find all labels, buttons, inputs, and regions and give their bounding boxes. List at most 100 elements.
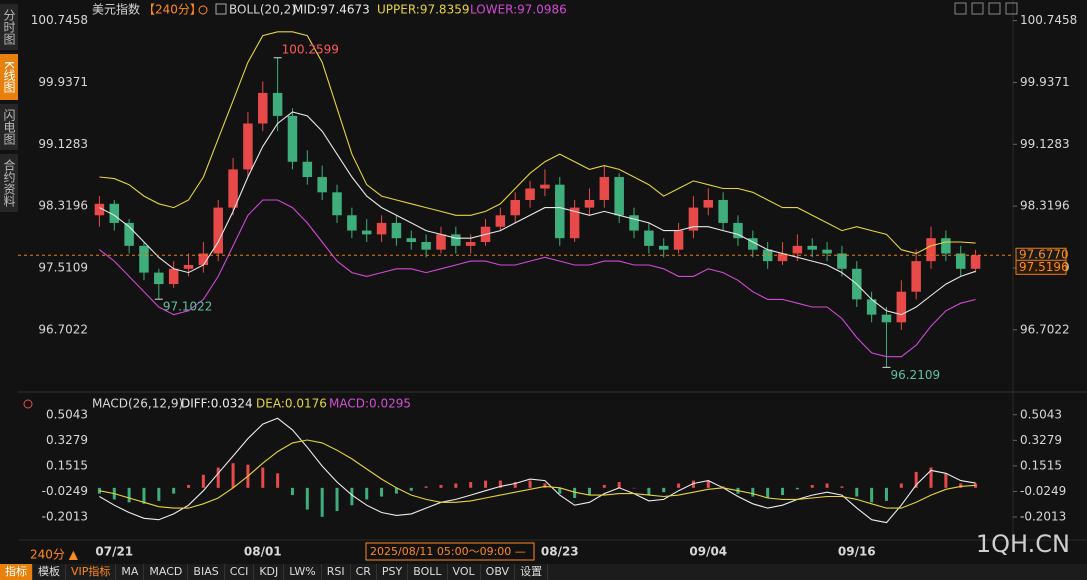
- candle-body: [451, 234, 461, 246]
- toolbar-button[interactable]: BOLL: [408, 564, 448, 580]
- candle-body: [406, 238, 417, 243]
- macd-bar: [320, 487, 324, 517]
- candle-body: [629, 215, 639, 231]
- candle-body: [109, 203, 120, 223]
- macd-bar: [677, 483, 681, 488]
- macd-bar: [469, 482, 473, 488]
- candle-body: [465, 242, 476, 246]
- y-tick-label: -0.0249: [42, 484, 88, 498]
- macd-bar: [899, 483, 903, 488]
- macd-bar: [187, 484, 191, 488]
- macd-line: [99, 417, 976, 524]
- y-tick-label: 96.7022: [1020, 322, 1070, 336]
- annotation-label: 100.2599: [282, 42, 339, 56]
- candle-body: [762, 249, 773, 262]
- control-button[interactable]: [988, 2, 1001, 15]
- toolbar-button[interactable]: 指标: [0, 564, 33, 580]
- macd-bar: [513, 482, 517, 488]
- toolbar-button[interactable]: 设置: [515, 564, 549, 580]
- toolbar-button[interactable]: RSI: [322, 564, 351, 580]
- toolbar-button[interactable]: KDJ: [254, 564, 285, 580]
- toolbar-button[interactable]: CCI: [225, 564, 255, 580]
- macd-bar: [484, 480, 488, 488]
- control-button[interactable]: [1005, 2, 1018, 15]
- candle-body: [332, 192, 342, 216]
- candle-body: [569, 207, 580, 239]
- macd-bar: [543, 483, 547, 488]
- legend-entry: LOWER:97.0986: [470, 3, 567, 17]
- legend-entry: MACD:0.0295: [329, 397, 411, 411]
- macd-bar: [172, 487, 176, 494]
- y-tick-label: 96.7022: [38, 322, 88, 336]
- toolbar-button[interactable]: MACD: [144, 564, 189, 580]
- boll-line: [99, 199, 976, 358]
- window-controls: [954, 2, 1018, 15]
- indicator-label: BOLL(20,2): [229, 3, 296, 17]
- indicator-icon[interactable]: [215, 3, 227, 15]
- period-icon[interactable]: [198, 5, 208, 15]
- y-tick-label: 0.3279: [1020, 433, 1062, 447]
- macd-bar: [573, 487, 577, 498]
- macd-bar: [781, 487, 785, 496]
- candle-body: [777, 253, 788, 262]
- toolbar-button[interactable]: VIP指标: [66, 564, 117, 580]
- candle-body: [183, 264, 194, 269]
- candle-body: [168, 268, 179, 285]
- toolbar-button[interactable]: LW%: [284, 564, 322, 580]
- y-tick-label: -0.2013: [42, 510, 88, 524]
- candle-body: [866, 299, 877, 315]
- candle-body: [228, 169, 238, 208]
- candle-body: [287, 115, 298, 162]
- y-tick-label: 100.7458: [1020, 13, 1077, 27]
- control-button[interactable]: [971, 2, 984, 15]
- sidebar-tab[interactable]: K线图: [0, 54, 18, 101]
- control-button[interactable]: [954, 2, 967, 15]
- toolbar-button[interactable]: CR: [351, 564, 377, 580]
- toolbar-button[interactable]: VOL: [448, 564, 481, 580]
- macd-bar: [855, 487, 859, 497]
- y-tick-label: 0.5043: [46, 407, 88, 421]
- candle-body: [703, 199, 714, 208]
- candle-body: [881, 314, 892, 323]
- macd-bar: [632, 487, 636, 489]
- macd-bar: [335, 487, 339, 512]
- macd-bar: [365, 487, 369, 500]
- candle-body: [926, 238, 936, 262]
- y-tick-label: 0.3279: [46, 433, 88, 447]
- candle-body: [555, 184, 565, 239]
- toolbar-button[interactable]: MA: [116, 564, 145, 580]
- y-tick-label: 98.3196: [1020, 199, 1070, 213]
- macd-bar: [231, 463, 235, 488]
- candle-body: [837, 253, 847, 269]
- price-tag-label: 97.6770: [1019, 248, 1069, 262]
- settings-icon[interactable]: [23, 399, 33, 409]
- macd-bar: [647, 487, 651, 496]
- sidebar-tab[interactable]: 分时图: [0, 4, 18, 51]
- macd-bar: [721, 486, 725, 488]
- macd-bar: [290, 487, 294, 496]
- period-button[interactable]: 240分 ▲: [30, 548, 79, 562]
- candle-body: [198, 253, 209, 265]
- toolbar-button[interactable]: OBV: [481, 564, 516, 580]
- x-tick-label: 08/23: [541, 545, 579, 559]
- sidebar-tab[interactable]: 合约资料: [0, 154, 18, 213]
- period-label[interactable]: 【240分】: [143, 3, 202, 17]
- y-tick-label: 99.1283: [38, 137, 88, 151]
- toolbar-button[interactable]: BIAS: [188, 564, 225, 580]
- macd-bar: [602, 484, 606, 488]
- macd-bar: [662, 487, 666, 493]
- candle-body: [243, 123, 253, 170]
- candle-body: [792, 245, 803, 254]
- sidebar-tab[interactable]: 闪电图: [0, 104, 18, 151]
- candle-body: [911, 261, 921, 292]
- macd-bar: [929, 467, 933, 488]
- macd-bar: [142, 487, 146, 504]
- toolbar-button[interactable]: 模板: [33, 564, 66, 580]
- macd-bar: [691, 480, 695, 488]
- macd-bar: [276, 473, 280, 488]
- candle-body: [896, 291, 907, 323]
- x-tick-label: 07/21: [95, 545, 133, 559]
- macd-bar: [528, 480, 532, 488]
- candle-body: [658, 245, 669, 250]
- toolbar-button[interactable]: PSY: [377, 564, 409, 580]
